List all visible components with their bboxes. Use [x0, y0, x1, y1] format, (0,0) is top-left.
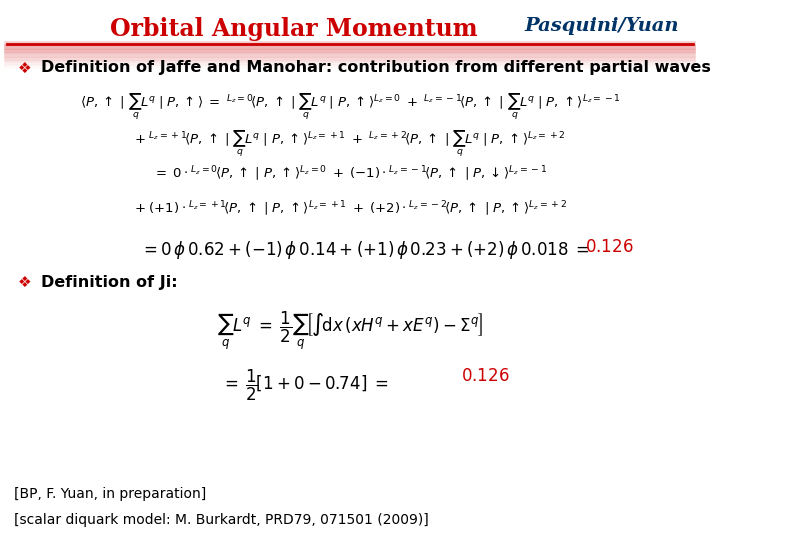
Text: $+\;(+1)\cdot{}^{L_z=+1}\!\langle P,\uparrow\mid P,\uparrow\rangle^{L_z=+1}\;+\;: $+\;(+1)\cdot{}^{L_z=+1}\!\langle P,\upa…	[134, 200, 567, 219]
Text: Definition of Jaffe and Manohar: contribution from different partial waves: Definition of Jaffe and Manohar: contrib…	[40, 60, 710, 76]
Text: Definition of Ji:: Definition of Ji:	[40, 275, 177, 291]
Text: $0.126$: $0.126$	[585, 239, 634, 255]
Text: ❖: ❖	[17, 60, 31, 76]
Text: $=\;\dfrac{1}{2}\!\left[1 + 0 - 0.74\right]\;=$: $=\;\dfrac{1}{2}\!\left[1 + 0 - 0.74\rig…	[221, 368, 388, 403]
Text: Orbital Angular Momentum: Orbital Angular Momentum	[110, 17, 478, 41]
Text: $=\;0\cdot{}^{L_z=0}\!\langle P,\uparrow\mid P,\uparrow\rangle^{L_z=0}\;+\;(-1)\: $=\;0\cdot{}^{L_z=0}\!\langle P,\uparrow…	[153, 165, 547, 185]
Text: $\sum_q L^q \;=\; \dfrac{1}{2}\sum_q\!\left[\int\!\mathrm{d}x\,(xH^q + xE^q) - \: $\sum_q L^q \;=\; \dfrac{1}{2}\sum_q\!\l…	[217, 309, 483, 352]
Text: $+\;{}^{L_z=+1}\!\langle P,\uparrow\mid\sum_q L^q\mid P,\uparrow\rangle^{L_z=+1}: $+\;{}^{L_z=+1}\!\langle P,\uparrow\mid\…	[135, 129, 566, 159]
Text: Pasquini/Yuan: Pasquini/Yuan	[525, 17, 680, 35]
Text: [scalar diquark model: M. Burkardt, PRD79, 071501 (2009)]: [scalar diquark model: M. Burkardt, PRD7…	[14, 513, 428, 527]
Text: $= 0\,\phi\, 0.62 + (-1)\,\phi\, 0.14 + (+1)\,\phi\, 0.23 + (+2)\,\phi\, 0.018$$: $= 0\,\phi\, 0.62 + (-1)\,\phi\, 0.14 + …	[140, 239, 590, 261]
Text: [BP, F. Yuan, in preparation]: [BP, F. Yuan, in preparation]	[14, 487, 206, 501]
Text: ❖: ❖	[17, 275, 31, 291]
Text: $0.126$: $0.126$	[461, 368, 509, 385]
Text: $\langle P,\uparrow\mid\sum_q L^q\mid P,\uparrow\rangle\;=\;{}^{L_z=0}\!\langle : $\langle P,\uparrow\mid\sum_q L^q\mid P,…	[80, 92, 620, 122]
